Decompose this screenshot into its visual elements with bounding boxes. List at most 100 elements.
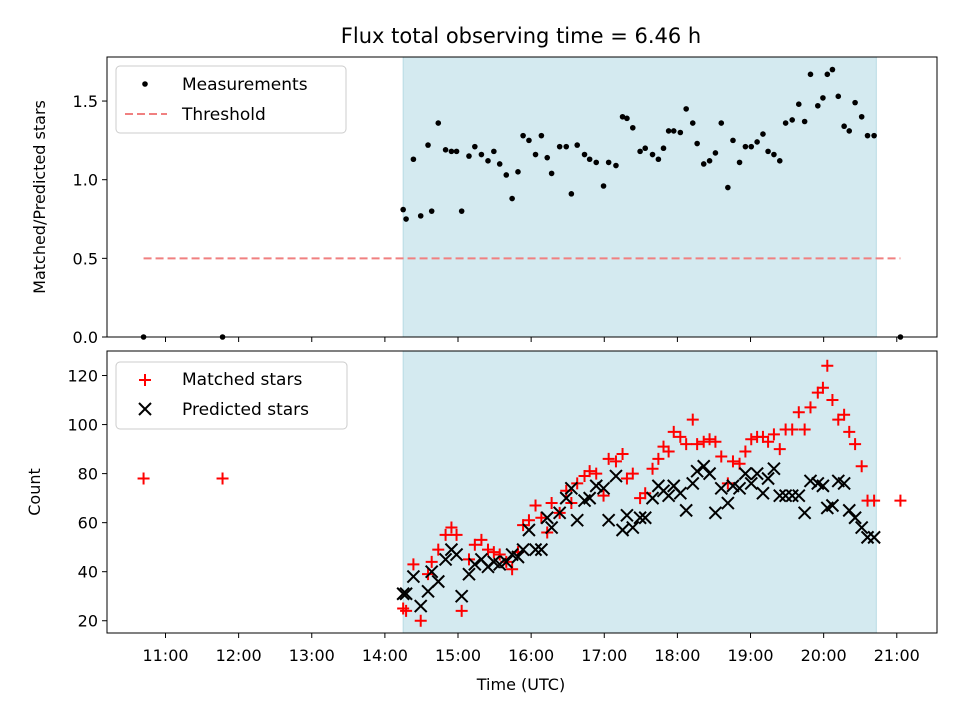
predicted-point bbox=[797, 506, 812, 520]
measurement-point bbox=[815, 102, 821, 109]
measurement-point bbox=[660, 145, 667, 152]
predicted-point bbox=[679, 503, 693, 518]
matched-point bbox=[792, 406, 805, 419]
measurement-point bbox=[619, 113, 626, 120]
predicted-point bbox=[552, 506, 567, 520]
matched-point bbox=[455, 604, 468, 617]
matched-point bbox=[216, 472, 229, 485]
matched-point bbox=[414, 614, 427, 627]
measurement-point bbox=[485, 158, 491, 164]
predicted-point bbox=[854, 520, 869, 535]
measurement-point bbox=[706, 158, 713, 164]
measurement-point bbox=[858, 113, 865, 120]
top-y-axis-label: Matched/Predicted stars bbox=[30, 100, 49, 294]
matched-point bbox=[137, 472, 150, 485]
predicted-point bbox=[399, 587, 413, 601]
x-tick-label: 12:00 bbox=[216, 646, 262, 665]
matched-point bbox=[855, 460, 868, 473]
top-legend: Measurements Threshold bbox=[115, 65, 347, 134]
predicted-point bbox=[462, 567, 476, 581]
predicted-point bbox=[528, 542, 543, 557]
matched-point bbox=[773, 443, 786, 456]
predicted-point bbox=[686, 476, 700, 491]
x-tick-label: 19:00 bbox=[727, 646, 773, 665]
matched-point bbox=[826, 394, 839, 407]
matched-point bbox=[816, 381, 829, 394]
predicted-point bbox=[803, 474, 818, 488]
matched-point bbox=[821, 359, 834, 372]
predicted-point bbox=[661, 488, 676, 503]
predicted-point bbox=[596, 481, 611, 496]
measurement-point bbox=[864, 132, 871, 139]
top-panel: 0.0 0.5 1.0 1.5 Matched/Predicted stars Mea… bbox=[30, 56, 938, 347]
measurement-point bbox=[425, 142, 431, 148]
predicted-point bbox=[540, 511, 554, 525]
predicted-point bbox=[738, 466, 753, 481]
predicted-point bbox=[421, 584, 435, 599]
predicted-point bbox=[589, 479, 603, 493]
predicted-point bbox=[825, 498, 840, 513]
predicted-point bbox=[744, 476, 758, 491]
measurement-point bbox=[532, 151, 539, 158]
x-tick-label: 14:00 bbox=[362, 646, 408, 665]
predicted-point bbox=[499, 555, 513, 569]
x-tick-label: 18:00 bbox=[654, 646, 700, 665]
matched-point bbox=[493, 548, 506, 561]
predicted-point bbox=[544, 520, 559, 535]
matched-point bbox=[626, 467, 639, 480]
matched-point bbox=[868, 494, 881, 507]
predicted-point bbox=[438, 552, 453, 567]
legend-measurements-label: Measurements bbox=[182, 75, 308, 95]
measurement-point bbox=[417, 213, 424, 219]
measurement-point bbox=[605, 159, 612, 166]
matched-point bbox=[425, 555, 438, 568]
series-measurements bbox=[140, 66, 904, 340]
predicted-point bbox=[816, 479, 830, 493]
bottom-y-tick-label: 20 bbox=[78, 612, 98, 631]
measurement-point bbox=[754, 139, 760, 145]
x-tick-label: 16:00 bbox=[508, 646, 554, 665]
bottom-y-tick-label: 60 bbox=[78, 514, 98, 533]
top-y-tick-label: 0.5 bbox=[73, 249, 98, 268]
measurement-point bbox=[472, 143, 478, 150]
measurement-point bbox=[410, 156, 417, 163]
matched-point bbox=[843, 425, 856, 438]
measurement-point bbox=[600, 183, 607, 189]
predicted-point bbox=[559, 491, 573, 505]
predicted-point bbox=[773, 488, 787, 503]
predicted-point bbox=[756, 486, 770, 500]
measurement-point bbox=[642, 145, 649, 152]
measurement-point bbox=[574, 142, 581, 148]
top-y-tick-label: 1.0 bbox=[73, 171, 98, 190]
measurement-point bbox=[556, 143, 563, 150]
bottom-legend: Matched stars Predicted stars bbox=[115, 361, 348, 430]
measurement-point bbox=[520, 132, 526, 139]
chart-title: Flux total observing time = 6.46 h bbox=[341, 24, 701, 48]
measurement-point bbox=[655, 156, 662, 163]
matched-point bbox=[667, 425, 680, 438]
measurement-point bbox=[458, 208, 465, 214]
matched-point bbox=[662, 445, 675, 458]
matched-point bbox=[686, 413, 699, 426]
predicted-point bbox=[601, 513, 616, 527]
predicted-point bbox=[767, 461, 781, 476]
matched-point bbox=[481, 543, 494, 556]
measurement-point bbox=[568, 191, 575, 197]
top-observing-span bbox=[402, 56, 877, 338]
matched-point bbox=[804, 401, 817, 414]
x-tick-label: 17:00 bbox=[581, 646, 627, 665]
bottom-y-tick-label: 120 bbox=[67, 367, 98, 386]
matched-point bbox=[445, 521, 458, 534]
matched-point bbox=[786, 423, 799, 436]
measurement-point bbox=[677, 129, 684, 136]
measurement-point bbox=[807, 71, 814, 78]
legend-threshold-label: Threshold bbox=[181, 105, 266, 125]
predicted-point bbox=[570, 513, 584, 527]
predicted-point bbox=[761, 471, 775, 486]
measurement-point bbox=[683, 106, 689, 112]
predicted-point bbox=[626, 520, 640, 535]
predicted-point bbox=[690, 464, 704, 478]
measurement-point bbox=[637, 148, 643, 155]
matched-point bbox=[697, 435, 710, 448]
measurement-point bbox=[466, 153, 472, 159]
